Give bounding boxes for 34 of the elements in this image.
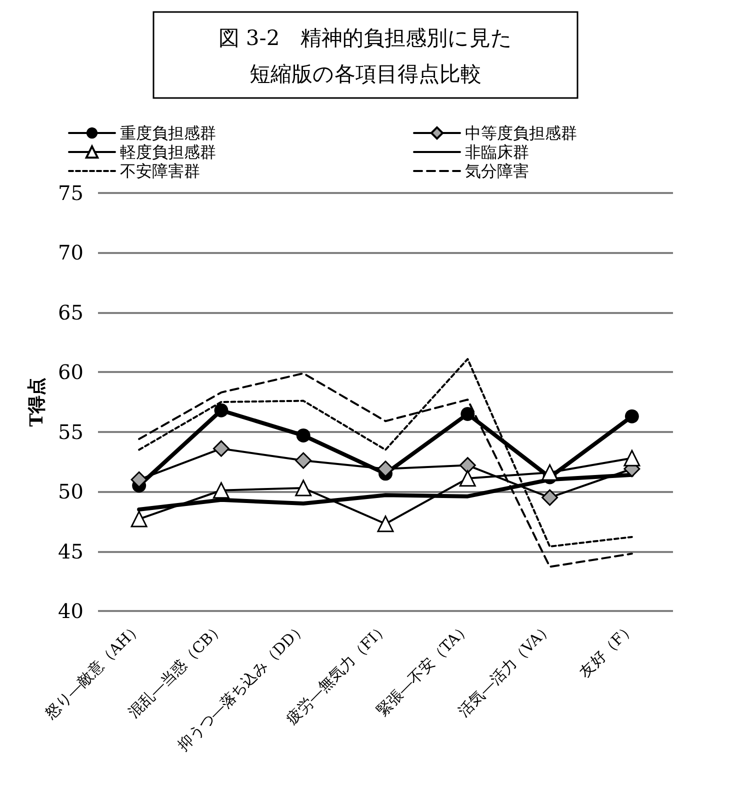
point: [377, 460, 394, 478]
y-tick-label: 65: [58, 300, 84, 324]
legend-label: 非臨床群: [465, 142, 529, 162]
y-axis-title: T得点: [26, 377, 48, 427]
point: [377, 516, 394, 532]
point: [214, 403, 228, 418]
y-tick-label: 75: [58, 181, 84, 205]
legend-label: 軽度負担感群: [120, 142, 216, 162]
point: [459, 457, 476, 474]
legend-label: 気分障害: [465, 162, 529, 180]
point: [212, 482, 230, 499]
point: [295, 452, 312, 469]
y-tick-label: 60: [58, 360, 84, 384]
x-tick-label: 友好（F）: [576, 618, 638, 682]
legend-label: 重度負担感群: [120, 124, 216, 142]
y-tick-label: 40: [58, 599, 84, 623]
point: [624, 450, 640, 466]
point: [624, 409, 639, 424]
y-tick-label: 50: [58, 480, 84, 504]
y-tick-label: 70: [58, 240, 84, 265]
point: [296, 428, 310, 442]
legend-label: 中等度負担感群: [465, 124, 577, 142]
point: [542, 489, 558, 506]
point: [295, 480, 312, 496]
y-tick-label: 55: [58, 420, 84, 444]
point: [460, 406, 475, 421]
point: [130, 510, 148, 528]
legend-label: 不安障害群: [120, 162, 200, 180]
y-tick-label: 45: [58, 539, 84, 564]
point: [212, 440, 230, 457]
chart-title: 図 3-2 精神的負担感別に見た短縮版の各項目得点比較: [218, 26, 513, 86]
point: [130, 471, 148, 488]
point: [459, 470, 476, 487]
point: [542, 464, 558, 481]
